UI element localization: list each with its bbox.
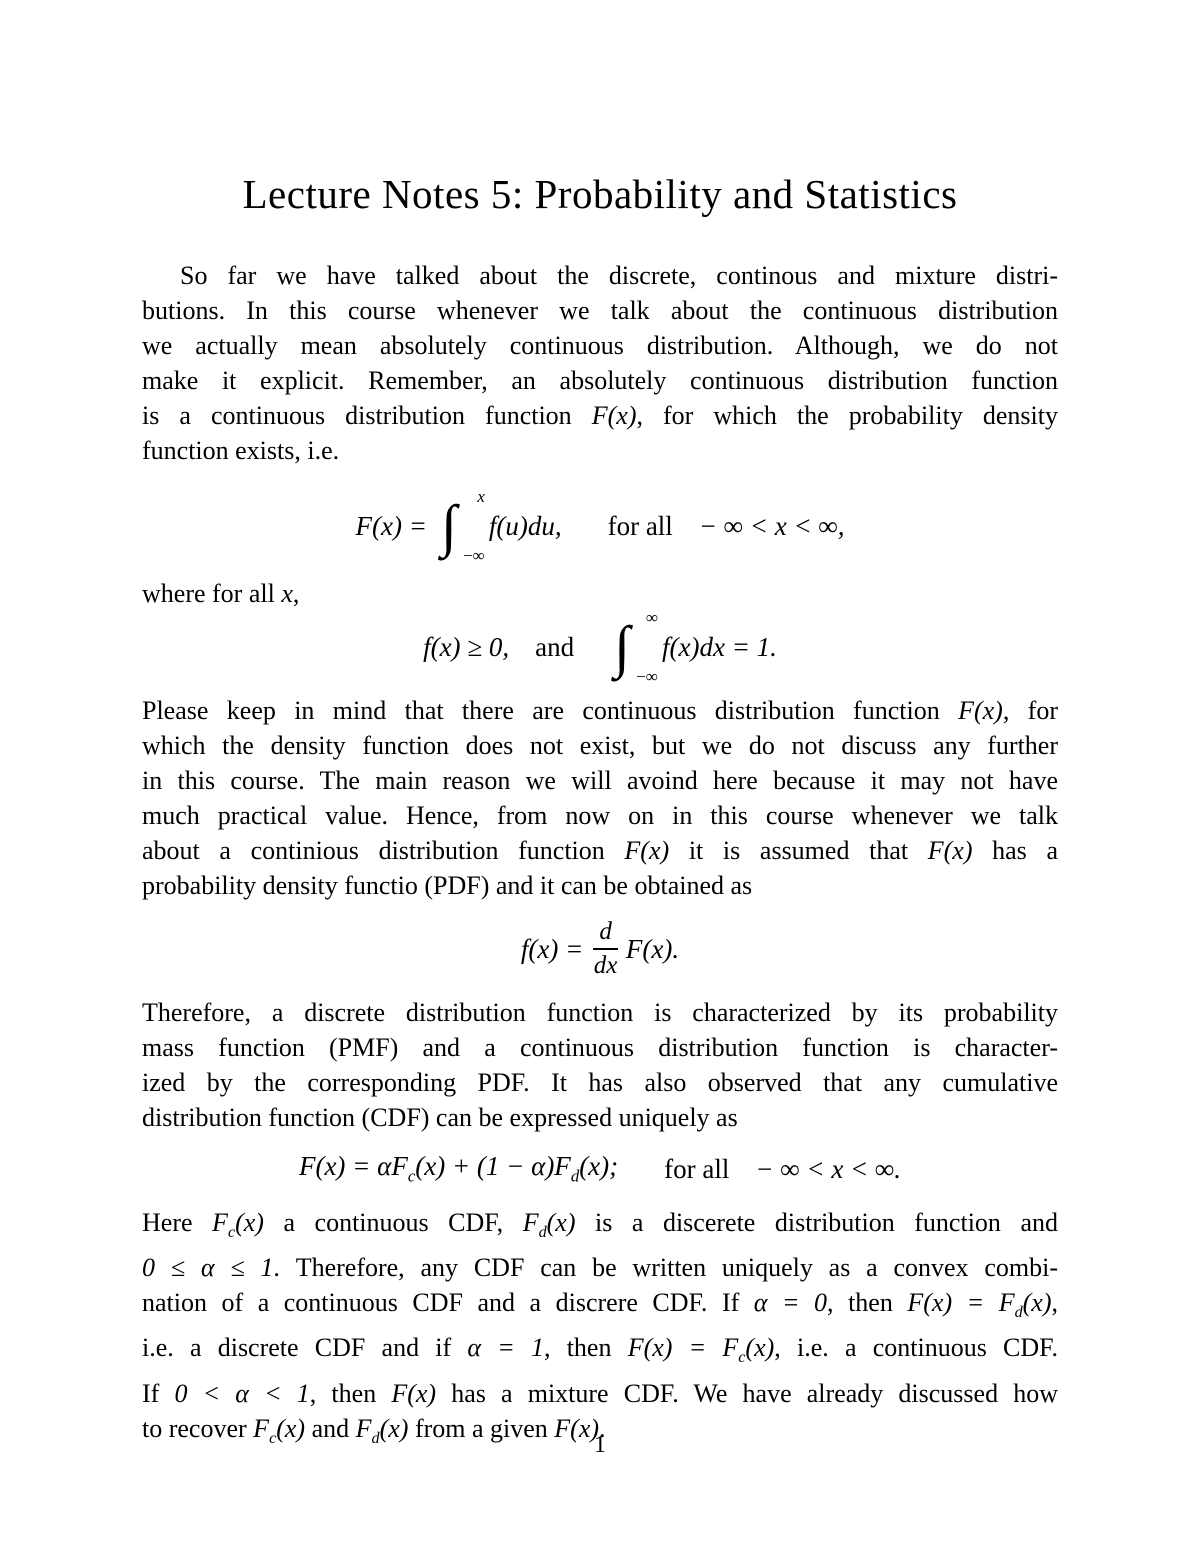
- text-line: butions. In this course whenever we talk…: [142, 296, 1058, 325]
- equation-quantifier: for all: [607, 510, 673, 541]
- equation-range: − ∞ < x < ∞.: [755, 1153, 902, 1184]
- text-line: mass function (PMF) and a continuous dis…: [142, 1033, 1058, 1062]
- display-equation-pdf-properties: f(x) ≥ 0, and ∫ ∞ −∞ f(x)dx = 1.: [142, 601, 1058, 693]
- integral-sign-icon: ∫: [614, 614, 630, 680]
- fraction: d dx: [593, 917, 618, 981]
- text-line: which the density function does not exis…: [142, 731, 1058, 760]
- page-number: 1: [594, 1432, 606, 1458]
- display-equation-convex-combination: F(x) = αFc(x) + (1 − α)Fd(x); for all − …: [142, 1145, 1058, 1193]
- text-line: i.e. a discrete CDF and if α = 1, then F…: [142, 1333, 1059, 1367]
- fraction-numerator: d: [593, 917, 618, 950]
- text-line: to recover Fc(x) and Fd(x) from a given …: [142, 1413, 606, 1447]
- text-line: much practical value. Hence, from now on…: [142, 801, 1058, 830]
- integral: ∫ ∞ −∞: [610, 609, 660, 684]
- equation-connector: and: [535, 631, 575, 662]
- text-line: make it explicit. Remember, an absolutel…: [142, 366, 1058, 395]
- text-line: 0 ≤ α ≤ 1. Therefore, any CDF can be wri…: [142, 1253, 1059, 1283]
- equation-integrand: f(u)du,: [488, 510, 562, 541]
- integral: ∫ x −∞: [437, 488, 487, 563]
- paragraph-pmf-pdf: Therefore, a discrete distribution funct…: [142, 995, 1058, 1135]
- text-line: is a continuous distribution function F(…: [142, 401, 1058, 430]
- paragraph-intro: So far we have talked about the discrete…: [142, 258, 1058, 468]
- text-line: probability density functio (PDF) and it…: [142, 871, 753, 900]
- text-line: nation of a continuous CDF and a discrer…: [142, 1288, 1058, 1322]
- text-line: we actually mean absolutely continuous d…: [142, 331, 1058, 360]
- paragraph-density-discussion: Please keep in mind that there are conti…: [142, 693, 1058, 903]
- equation-quantifier: for all: [664, 1153, 730, 1184]
- integral-upper-limit: ∞: [645, 608, 658, 628]
- display-equation-cdf-integral: F(x) = ∫ x −∞ f(u)du, for all − ∞ < x < …: [142, 476, 1058, 576]
- integral-sign-icon: ∫: [440, 493, 457, 559]
- text-line: about a continious distribution function…: [142, 836, 1058, 865]
- document-title: Lecture Notes 5: Probability and Statist…: [242, 171, 958, 217]
- text-line: If 0 < α < 1, then F(x) has a mixture CD…: [142, 1378, 1058, 1408]
- text-line: ized by the corresponding PDF. It has al…: [142, 1068, 1058, 1097]
- text-line: So far we have talked about the discrete…: [180, 261, 1058, 290]
- text-line-where: where for all x,: [142, 579, 300, 608]
- equation-lhs: f(x) =: [520, 933, 584, 964]
- page-content: Lecture Notes 5: Probability and Statist…: [142, 0, 1058, 1456]
- text-line: Therefore, a discrete distribution funct…: [142, 998, 1058, 1027]
- equation-integrand: f(x)dx = 1.: [662, 631, 777, 662]
- equation-formula: F(x) = αFc(x) + (1 − α)Fd(x);: [298, 1150, 619, 1186]
- integral-lower-limit: −∞: [462, 545, 485, 565]
- display-equation-derivative: f(x) = d dx F(x).: [142, 907, 1058, 991]
- text-line: function exists, i.e.: [142, 436, 340, 465]
- integral-upper-limit: x: [477, 487, 485, 507]
- text-line: Please keep in mind that there are conti…: [142, 696, 1058, 725]
- paragraph-mixture-cdf: Here Fc(x) a continuous CDF, Fd(x) is a …: [142, 1205, 1058, 1456]
- equation-lhs: F(x) =: [355, 510, 427, 541]
- equation-range: − ∞ < x < ∞,: [698, 510, 845, 541]
- fraction-denominator: dx: [593, 952, 618, 979]
- equation-rhs: F(x).: [625, 933, 680, 964]
- integral-lower-limit: −∞: [636, 666, 658, 686]
- text-line: in this course. The main reason we will …: [142, 766, 1058, 795]
- text-line: Here Fc(x) a continuous CDF, Fd(x) is a …: [142, 1208, 1058, 1242]
- text-line: distribution function (CDF) can be expre…: [142, 1103, 738, 1132]
- equation-condition: f(x) ≥ 0,: [423, 631, 510, 662]
